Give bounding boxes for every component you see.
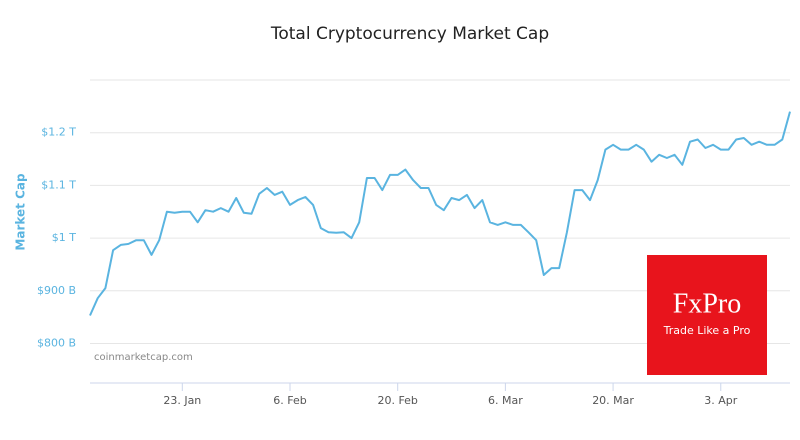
line-series — [89, 111, 791, 316]
x-tick-label: 3. Apr — [704, 394, 737, 407]
y-tick-label: $800 B — [37, 336, 76, 349]
plot: $800 B $900 B $1 T $1.1 T $1.2 T 23. Jan 6. Fe… — [37, 111, 791, 407]
y-tick-label: $1 T — [52, 231, 76, 244]
x-tick-label: 6. Mar — [488, 394, 523, 407]
source: coinmarketcap.com — [94, 352, 193, 363]
logo-box — [647, 255, 767, 375]
logo-tagline: Trade Like a Pro — [663, 324, 751, 337]
y-tick-label: $1.2 T — [41, 126, 76, 139]
y-tick-label: $900 B — [37, 284, 76, 297]
x-tick-label: 23. Jan — [163, 394, 201, 407]
logo-text: FxPro — [673, 288, 741, 319]
y-axis-label: Market Cap — [14, 173, 28, 251]
x-tick-label: 20. Feb — [377, 394, 417, 407]
chart-title: Total Cryptocurrency Market Cap — [270, 24, 549, 44]
x-tick-label: 6. Feb — [273, 394, 306, 407]
y-tick-label: $1.1 T — [41, 178, 76, 191]
x-tick-label: 20. Mar — [592, 394, 634, 407]
